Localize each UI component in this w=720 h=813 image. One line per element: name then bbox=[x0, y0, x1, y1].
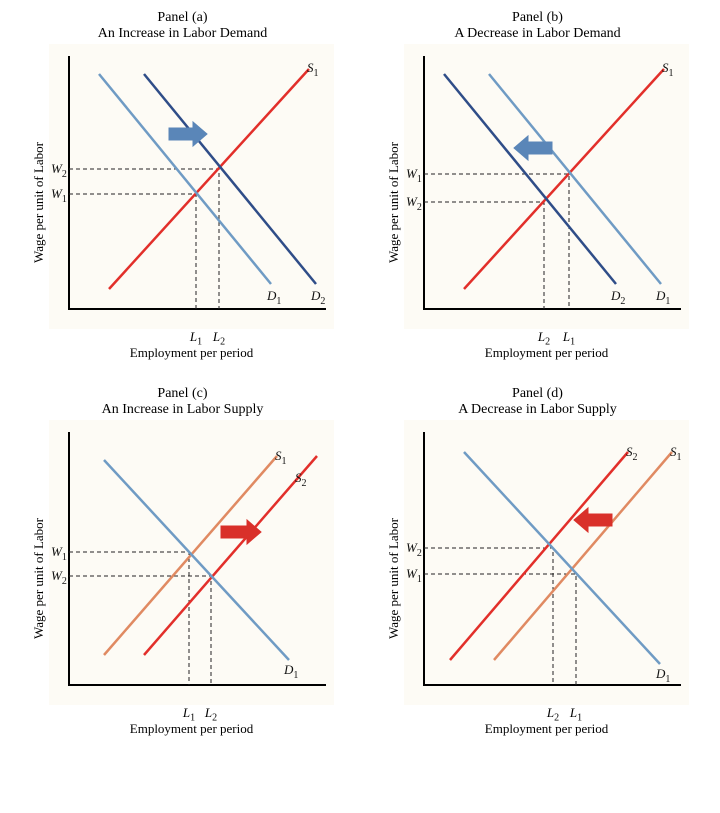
panel-title: A Decrease in Labor Demand bbox=[454, 26, 620, 42]
panel-label: Panel (d) bbox=[458, 386, 617, 402]
panel-d: Panel (d) A Decrease in Labor Supply Wag… bbox=[365, 386, 710, 737]
chart-svg: S1S2D1W1W2 bbox=[404, 420, 689, 705]
panel-label: Panel (c) bbox=[102, 386, 264, 402]
y-axis-label: Wage per unit of Labor bbox=[386, 518, 402, 639]
chart-svg: S1S2D1W1W2 bbox=[49, 420, 334, 705]
chart-svg: S1D1D2W1W2 bbox=[404, 44, 689, 329]
panel-title: An Increase in Labor Supply bbox=[102, 402, 264, 418]
panel-title: A Decrease in Labor Supply bbox=[458, 402, 617, 418]
x-ticks: L1L2 bbox=[49, 705, 334, 721]
panel-label: Panel (a) bbox=[98, 10, 267, 26]
y-axis-label: Wage per unit of Labor bbox=[386, 142, 402, 263]
x-ticks: L1L2 bbox=[404, 329, 689, 345]
y-axis-label: Wage per unit of Labor bbox=[31, 518, 47, 639]
panel-a: Panel (a) An Increase in Labor Demand Wa… bbox=[10, 10, 355, 361]
panel-title: An Increase in Labor Demand bbox=[98, 26, 267, 42]
chart-svg: S1D1D2W1W2 bbox=[49, 44, 334, 329]
y-axis-label: Wage per unit of Labor bbox=[31, 142, 47, 263]
panel-grid: Panel (a) An Increase in Labor Demand Wa… bbox=[10, 10, 710, 737]
x-ticks: L1L2 bbox=[49, 329, 334, 345]
panel-c: Panel (c) An Increase in Labor Supply Wa… bbox=[10, 386, 355, 737]
x-ticks: L1L2 bbox=[404, 705, 689, 721]
panel-label: Panel (b) bbox=[454, 10, 620, 26]
panel-b: Panel (b) A Decrease in Labor Demand Wag… bbox=[365, 10, 710, 361]
